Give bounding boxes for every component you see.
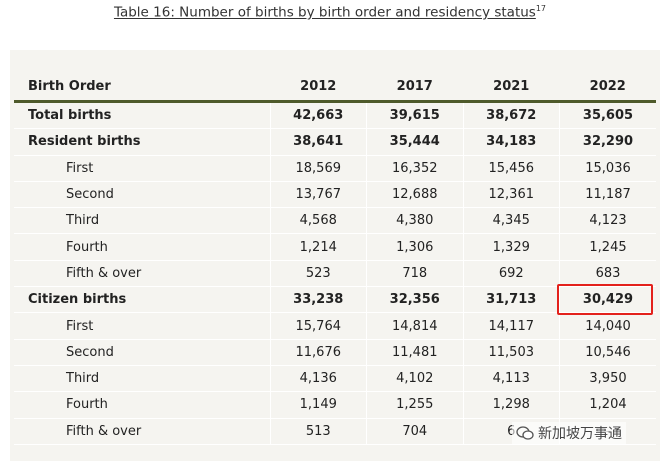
value-cell: 42,663 [269,100,367,130]
row-label: Citizen births [14,286,271,314]
row-label: First [14,312,271,340]
value-cell: 35,444 [366,128,464,156]
value-cell: 523 [269,259,367,288]
value-cell: 4,102 [366,364,464,393]
header-cell: 2021 [463,72,560,103]
sub-row: Second 13,767 12,688 12,361 11,187 [14,180,656,209]
value-cell: 11,481 [366,338,464,366]
value-cell: 1,298 [462,391,560,419]
sub-row: Fourth 1,149 1,255 1,298 1,204 [14,391,656,419]
value-cell: 692 [462,259,560,288]
value-cell: 35,605 [559,100,656,130]
row-label: Second [14,338,271,366]
watermark: 新加坡万事通 [512,422,626,444]
value-cell: 13,767 [269,180,367,209]
value-cell: 11,503 [462,338,560,366]
value-cell: 1,306 [366,233,464,261]
row-label: Fifth & over [14,259,271,288]
row-label: Fifth & over [14,417,271,445]
value-cell: 1,214 [269,233,367,261]
value-cell: 704 [366,417,464,445]
header-cell: Birth Order [14,72,270,103]
watermark-text: 新加坡万事通 [538,426,622,442]
value-cell: 15,764 [269,312,367,340]
value-cell: 15,456 [462,154,560,182]
value-cell: 1,149 [269,391,367,419]
value-cell: 34,183 [462,128,560,156]
total-row: Citizen births 33,238 32,356 31,713 30,429 [14,286,656,314]
sub-row: Third 4,136 4,102 4,113 3,950 [14,364,656,393]
value-cell: 11,187 [559,180,656,209]
value-cell: 38,672 [462,100,560,130]
title-text: Table 16: Number of births by birth orde… [113,4,536,21]
value-cell: 30,429 [559,286,656,314]
value-cell: 1,255 [366,391,464,419]
value-cell: 4,568 [269,207,367,235]
highlight-box [557,284,653,315]
total-row: Resident births 38,641 35,444 34,183 32,290 [14,128,656,156]
value-cell: 12,361 [462,180,560,209]
row-label: Resident births [14,128,271,156]
value-cell: 15,036 [559,154,656,182]
value-cell: 513 [269,417,367,445]
value-cell: 18,569 [269,154,367,182]
sub-row: Fourth 1,214 1,306 1,329 1,245 [14,233,656,261]
row-label: Total births [14,100,271,130]
value-cell: 4,380 [366,207,464,235]
value-cell: 1,245 [559,233,656,261]
row-label: Fourth [14,233,271,261]
watermark-icon [516,426,534,440]
row-label: First [14,154,271,182]
sub-row: Fifth & over 523 718 692 683 [14,259,656,288]
sub-row: First 18,569 16,352 15,456 15,036 [14,154,656,182]
value-cell: 16,352 [366,154,464,182]
sub-row: Third 4,568 4,380 4,345 4,123 [14,207,656,235]
table-title: Table 16: Number of births by birth orde… [0,4,660,21]
value-cell: 31,713 [462,286,560,314]
value-cell: 39,615 [366,100,464,130]
header-cell: 2012 [270,72,367,103]
value-cell: 683 [559,259,656,288]
value-cell: 38,641 [269,128,367,156]
value-cell: 4,345 [462,207,560,235]
row-label: Third [14,364,271,393]
value-cell: 4,136 [269,364,367,393]
value-cell: 32,290 [559,128,656,156]
title-note: 17 [535,4,547,13]
header-cell: 2017 [366,72,463,103]
row-label: Fourth [14,391,271,419]
row-label: Third [14,207,271,235]
header-row: Birth Order 2012 2017 2021 2022 [14,72,656,103]
value-cell: 33,238 [269,286,367,314]
sub-row: First 15,764 14,814 14,117 14,040 [14,312,656,340]
value-cell: 3,950 [559,364,656,393]
value-cell: 14,117 [462,312,560,340]
value-cell: 11,676 [269,338,367,366]
value-cell: 4,123 [559,207,656,235]
value-cell: 1,204 [559,391,656,419]
value-cell: 718 [366,259,464,288]
value-cell: 4,113 [462,364,560,393]
value-cell: 14,040 [559,312,656,340]
value-cell: 12,688 [366,180,464,209]
births-table: Birth Order 2012 2017 2021 2022 Total births… [14,72,656,445]
sub-row: Second 11,676 11,481 11,503 10,546 [14,338,656,366]
header-cell: 2022 [559,72,656,103]
value-cell: 14,814 [366,312,464,340]
total-row: Total births 42,663 39,615 38,672 35,605 [14,100,656,130]
row-label: Second [14,180,271,209]
value-cell: 32,356 [366,286,464,314]
value-cell: 10,546 [559,338,656,366]
value-cell: 1,329 [462,233,560,261]
